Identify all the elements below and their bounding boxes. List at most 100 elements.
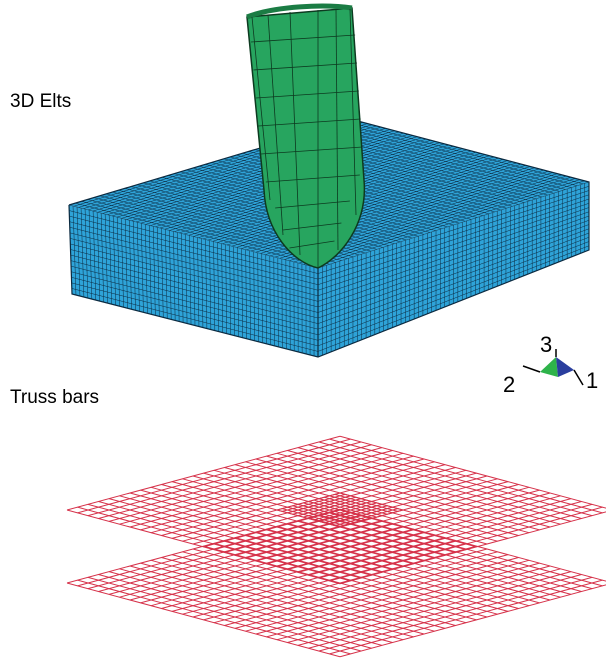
right-mesh-line-v (318, 228, 589, 330)
truss-bar-upper (329, 438, 603, 514)
triad-blue-face (556, 357, 574, 377)
projectile-mesh-line (253, 62, 357, 71)
projectile-mesh-line (335, 8, 339, 251)
projectile-mesh-line (265, 174, 360, 183)
projectile-rim (246, 3, 353, 20)
truss-bar-lower (245, 534, 519, 609)
right-mesh-line-v (318, 241, 589, 347)
truss-bar-lower (203, 545, 477, 621)
truss-bar-upper (266, 489, 540, 565)
truss-bar-lower (308, 517, 582, 592)
axis-triad: 3 2 1 (503, 332, 598, 397)
projectile (246, 3, 366, 269)
left-mesh-line-v (69, 232, 318, 297)
left-mesh-line-v (70, 238, 318, 302)
truss-bar-upper (329, 506, 603, 582)
truss-grid-upper (66, 435, 606, 585)
truss-bar-lower (329, 511, 603, 587)
right-mesh-line-v (318, 186, 589, 274)
truss-bar-lower (276, 565, 551, 641)
top-mesh-line-v (313, 180, 585, 268)
truss-bar-lower (234, 537, 509, 612)
right-mesh-line-v (318, 190, 589, 280)
truss-bar-lower (318, 514, 593, 590)
truss-bar-lower (276, 525, 551, 601)
solid-block (68, 119, 590, 358)
truss-bar-upper (334, 508, 398, 527)
truss-bar-upper (339, 511, 606, 585)
truss-bar-upper (287, 449, 561, 525)
projectile-mesh-line (255, 90, 359, 99)
truss-bar-upper (334, 493, 398, 512)
truss-bar-lower (339, 508, 606, 582)
truss-bar-lower (287, 522, 561, 598)
left-mesh-line-v (70, 254, 318, 319)
truss-bar-upper (276, 452, 551, 528)
truss-bar-upper (318, 503, 593, 579)
top-mesh-line-v (226, 159, 504, 246)
truss-bar-upper (297, 498, 572, 573)
right-mesh-line-v (318, 211, 589, 308)
truss-bar-lower (224, 539, 498, 615)
truss-bar-upper (339, 492, 404, 511)
top-mesh-line-v (303, 178, 576, 265)
right-mesh-line-v (318, 207, 589, 302)
truss-bar-lower (213, 548, 488, 624)
axis-1-label: 1 (586, 368, 598, 393)
truss-bar-lower (234, 554, 509, 629)
projectile-mesh-line (258, 118, 361, 127)
truss-bar-lower (213, 542, 488, 618)
left-mesh-line-v (69, 227, 318, 291)
truss-bar-lower (245, 557, 519, 632)
left-mesh-line-v (70, 260, 318, 324)
projectile-mesh-line (260, 146, 363, 155)
projectile-mesh-line (275, 200, 350, 209)
truss-bar-lower (224, 551, 498, 627)
truss-bar-upper (318, 441, 593, 517)
right-mesh-line-v (318, 245, 589, 352)
truss-bar-lower (339, 584, 606, 658)
left-mesh-line-v (70, 243, 318, 308)
truss-bar-lower (255, 531, 530, 607)
truss-bar-upper (308, 501, 582, 576)
right-mesh-line-v (318, 198, 589, 291)
left-mesh-line-v (71, 271, 318, 335)
left-mesh-line-v (71, 282, 318, 347)
truss-bar-upper (245, 461, 519, 536)
left-mesh-line-v (69, 221, 318, 285)
truss-bars-label: Truss bars (10, 387, 99, 408)
right-mesh-line-v (318, 215, 589, 313)
truss-bar-upper (287, 495, 561, 571)
truss-grid-lower (66, 508, 606, 658)
truss-bar-lower (318, 576, 593, 652)
projectile-mesh-line (282, 222, 342, 231)
top-mesh-line-v (298, 176, 571, 264)
projectile-mesh-line (251, 16, 271, 201)
truss-bar-lower (329, 579, 603, 655)
right-mesh-line-v (318, 224, 589, 324)
left-mesh-line-v (71, 265, 318, 330)
left-mesh-line-v (69, 210, 318, 274)
left-mesh-line-v (69, 215, 318, 280)
truss-bar-lower (308, 574, 582, 649)
right-mesh-line-v (318, 232, 589, 335)
truss-bar-upper (339, 435, 606, 509)
truss-bar-lower (266, 562, 540, 638)
axis-2-label: 2 (503, 372, 515, 397)
truss-bar-upper (339, 509, 404, 528)
truss-bar-lower (297, 571, 572, 646)
top-mesh-line-v (308, 179, 581, 266)
projectile-mesh-line (289, 240, 335, 249)
truss-bar-upper (297, 447, 572, 522)
truss-bar-lower (266, 528, 540, 604)
left-mesh-line-v (69, 205, 318, 269)
truss-bar-upper (266, 455, 540, 531)
right-mesh-line-v (318, 194, 589, 285)
triad-green-face (540, 357, 558, 377)
truss-bar-upper (276, 492, 551, 568)
truss-bar-lower (255, 559, 530, 635)
axis-3-label: 3 (540, 332, 552, 357)
right-mesh-line-v (318, 203, 589, 297)
truss-bar-upper (329, 495, 393, 514)
